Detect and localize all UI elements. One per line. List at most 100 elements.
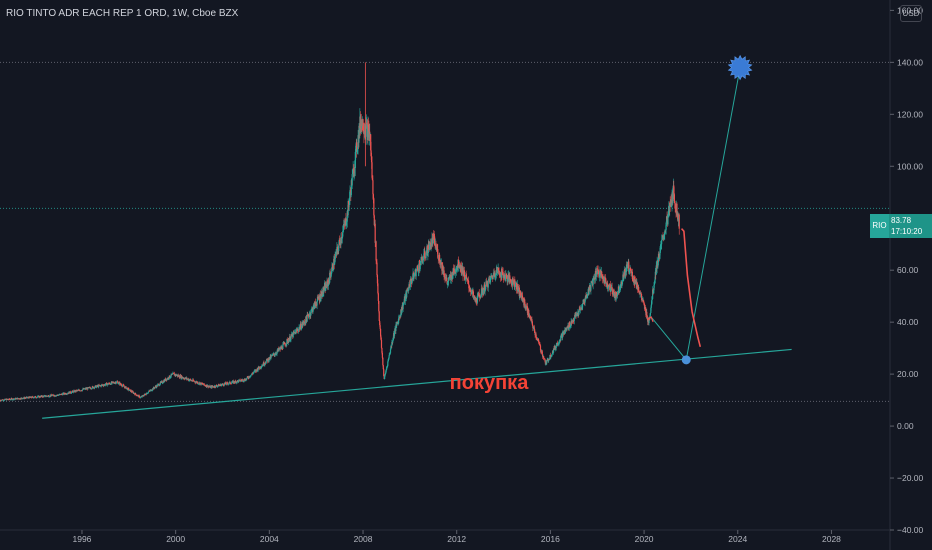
candle-body <box>297 329 299 331</box>
candle-body <box>514 279 516 288</box>
candle-body <box>184 378 186 380</box>
candle-body <box>417 268 419 272</box>
candle-body <box>588 288 590 294</box>
candle-body <box>638 291 640 293</box>
candle-body <box>495 269 497 276</box>
candle-body <box>43 395 45 397</box>
support-trendline <box>42 348 792 419</box>
candle-body <box>478 292 480 296</box>
candle-body <box>650 304 652 308</box>
candle-body <box>35 397 38 399</box>
time-axis-label: 2004 <box>260 534 279 544</box>
candle-body <box>66 393 69 395</box>
candle-body <box>372 180 374 195</box>
candle-body <box>175 375 178 377</box>
candle-body <box>278 348 280 351</box>
candle-body <box>148 391 150 393</box>
price-axis-label: −40.00 <box>897 525 924 535</box>
candle-body <box>259 366 261 368</box>
candle-body <box>532 325 534 329</box>
candle-body <box>44 395 47 397</box>
candle-body <box>193 380 195 382</box>
candle-body <box>470 289 472 293</box>
candle-body <box>653 284 655 291</box>
candle-body <box>52 394 54 396</box>
candle-body <box>316 305 318 306</box>
candle-body <box>611 287 613 291</box>
candle-body <box>89 387 92 389</box>
candle-body <box>432 235 434 244</box>
candle-body <box>373 198 375 216</box>
candle-body <box>446 277 448 282</box>
candle-body <box>624 270 626 272</box>
candle-body <box>673 193 675 202</box>
candle-body <box>3 399 6 401</box>
candle-body <box>339 239 341 242</box>
candle-body <box>502 271 504 276</box>
candle-body <box>629 268 632 271</box>
candle-body <box>202 384 204 386</box>
candle-body <box>538 339 540 343</box>
candle-body <box>376 275 379 284</box>
candle-body <box>608 284 610 286</box>
candle-body <box>590 283 592 291</box>
candle-body <box>573 320 575 322</box>
candle-body <box>332 264 334 270</box>
candle-body <box>370 134 372 151</box>
candle-body <box>533 326 535 330</box>
candle-body <box>452 268 455 273</box>
candle-body <box>603 276 605 283</box>
candle-body <box>486 281 488 287</box>
candle-body <box>81 389 84 391</box>
candle-body <box>105 383 107 385</box>
candle-body <box>469 288 471 291</box>
candle-body <box>385 368 388 371</box>
candle-body <box>39 396 41 398</box>
candle-body <box>121 384 123 386</box>
candle-body <box>443 276 446 278</box>
candle-body <box>389 352 391 355</box>
candle-body <box>63 392 66 394</box>
candle-body <box>484 285 487 291</box>
price-label-countdown: 17:10:20 <box>891 227 923 236</box>
candle-body <box>403 301 405 303</box>
candle-body <box>462 275 465 277</box>
candle-body <box>598 271 600 278</box>
candle-body <box>641 296 643 301</box>
candle-body <box>623 270 625 278</box>
candle-body <box>431 237 433 246</box>
candle-body <box>274 354 276 356</box>
candle-body <box>168 378 170 380</box>
time-axis[interactable]: 1996 2000 2004 2008 2012 2016 2020 2024 2028 <box>73 530 842 544</box>
candle-body <box>584 302 586 304</box>
candle-body <box>447 281 449 283</box>
candle-body <box>266 358 268 360</box>
candle-body <box>33 397 35 399</box>
currency-button[interactable]: USD <box>900 5 922 22</box>
price-axis-label: 140.00 <box>897 57 923 67</box>
candle-body <box>539 344 541 346</box>
candle-body <box>268 360 270 362</box>
candle-body <box>383 369 385 376</box>
candle-body <box>212 386 215 388</box>
candle-body <box>348 197 351 205</box>
candle-body <box>396 322 398 324</box>
candle-body <box>389 349 392 353</box>
candle-body <box>512 280 515 282</box>
candle-body <box>345 218 347 226</box>
candle-body <box>419 263 421 270</box>
candle-body <box>34 396 37 398</box>
candle-body <box>122 384 125 386</box>
candle-body <box>155 386 157 388</box>
candle-body <box>659 246 661 253</box>
candle-body <box>149 389 152 391</box>
candle-body <box>583 301 585 304</box>
candle-body <box>329 272 331 283</box>
candle-body <box>667 210 670 215</box>
candle-body <box>455 272 457 274</box>
candle-body <box>437 249 439 258</box>
candle-body <box>381 347 383 353</box>
candle-body <box>509 275 511 280</box>
candle-body <box>595 273 597 277</box>
